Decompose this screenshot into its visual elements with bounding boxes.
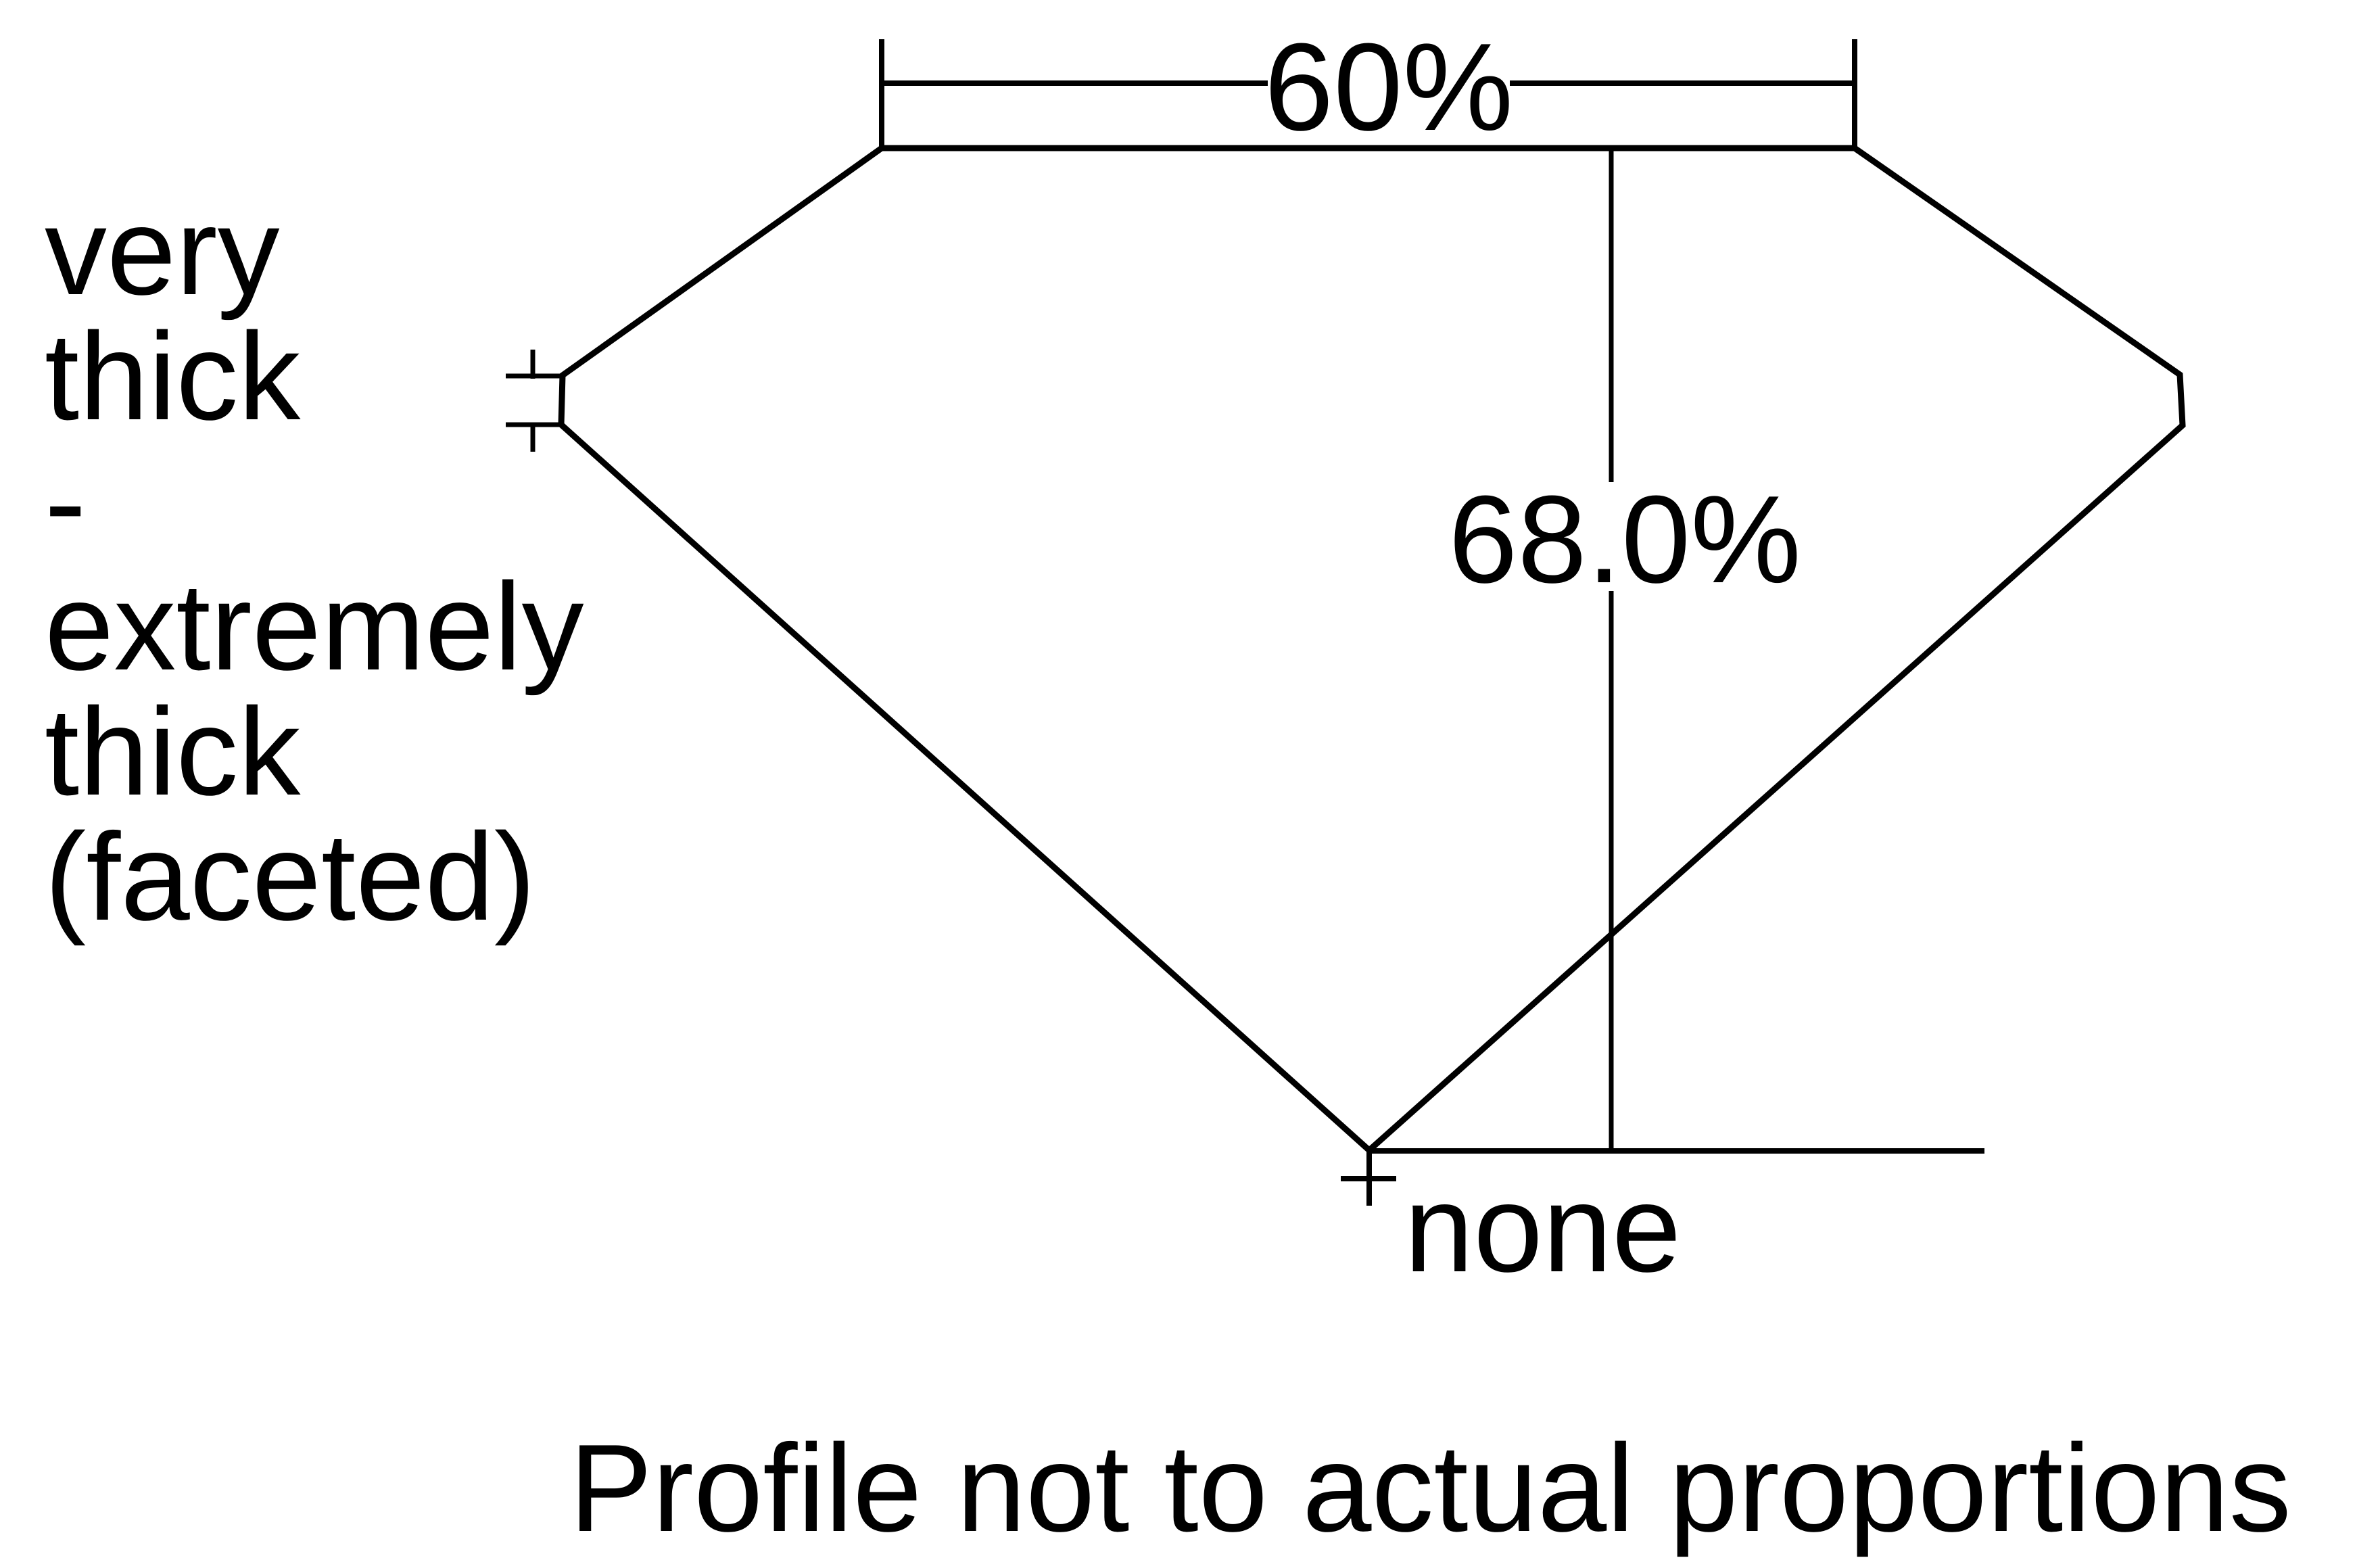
girdle-label-line-6: (faceted) bbox=[45, 807, 536, 946]
girdle-label-line-5: thick bbox=[45, 682, 301, 821]
depth-percent-label: 68.0% bbox=[1448, 469, 1801, 609]
caption-label: Profile not to actual proportions bbox=[569, 1418, 2291, 1557]
girdle-label-line-2: thick bbox=[45, 306, 301, 446]
girdle-label-line-4: extremely bbox=[45, 557, 584, 696]
girdle-label-line-3: - bbox=[45, 431, 86, 571]
girdle-label-line-1: very bbox=[45, 181, 280, 321]
culet-label: none bbox=[1404, 1158, 1681, 1298]
diamond-outline bbox=[558, 145, 2186, 1155]
table-percent-label: 60% bbox=[1264, 17, 1513, 156]
